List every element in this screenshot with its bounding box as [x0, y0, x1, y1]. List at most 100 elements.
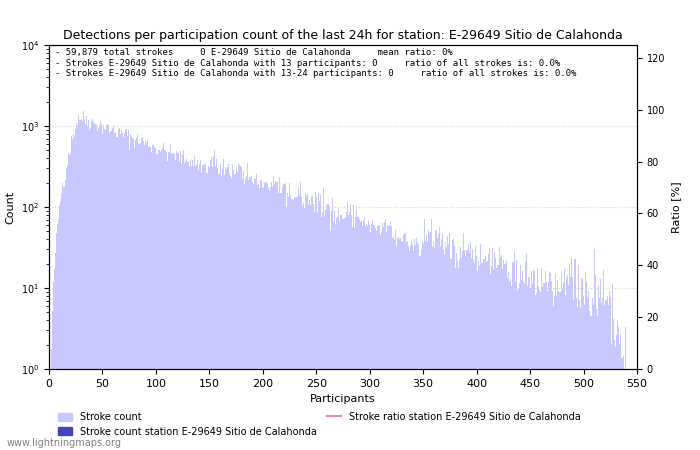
Bar — [72, 139, 73, 450]
Bar — [305, 193, 306, 450]
Bar — [223, 158, 224, 450]
Bar — [559, 292, 561, 450]
Bar — [234, 174, 236, 450]
Bar — [135, 140, 136, 450]
Bar — [598, 286, 599, 450]
Bar — [232, 164, 233, 450]
Bar — [472, 249, 473, 450]
Bar — [180, 151, 181, 450]
Bar — [312, 203, 314, 450]
Bar — [220, 176, 222, 450]
Bar — [55, 253, 56, 450]
Bar — [470, 243, 471, 450]
Bar — [601, 303, 602, 450]
Bar — [107, 124, 108, 450]
Bar — [60, 201, 62, 450]
Bar — [172, 153, 174, 450]
Bar — [503, 261, 504, 450]
Bar — [596, 309, 597, 450]
Bar — [474, 263, 475, 450]
Bar — [523, 281, 524, 450]
Bar — [94, 124, 95, 450]
Bar — [555, 274, 556, 450]
Bar — [320, 195, 321, 450]
Bar — [71, 136, 72, 450]
Bar — [148, 147, 149, 450]
Bar — [535, 295, 536, 450]
Y-axis label: Ratio [%]: Ratio [%] — [671, 181, 681, 233]
Bar — [103, 125, 104, 450]
Bar — [476, 256, 477, 450]
Bar — [543, 284, 545, 450]
Bar — [405, 242, 407, 450]
Bar — [569, 264, 570, 450]
Bar — [615, 346, 616, 450]
Legend: Stroke count, Stroke count station E-29649 Sitio de Calahonda, Stroke ratio stat: Stroke count, Stroke count station E-296… — [54, 408, 584, 441]
Bar — [471, 258, 472, 450]
Bar — [389, 221, 391, 450]
Bar — [152, 144, 153, 450]
Bar — [383, 227, 384, 450]
Bar — [514, 282, 516, 450]
Bar — [139, 144, 141, 450]
Bar — [457, 261, 458, 450]
Bar — [363, 221, 364, 450]
Bar — [132, 139, 133, 450]
Bar — [547, 282, 549, 450]
Bar — [362, 226, 363, 450]
Bar — [62, 183, 64, 450]
Bar — [226, 169, 227, 450]
Bar — [218, 174, 220, 450]
Bar — [365, 226, 366, 450]
Bar — [257, 184, 258, 450]
Bar — [267, 188, 269, 450]
Bar — [360, 220, 362, 450]
Bar — [377, 226, 378, 450]
Bar — [384, 222, 385, 450]
Bar — [93, 122, 95, 450]
Bar — [455, 268, 456, 450]
Bar — [66, 165, 68, 450]
Bar — [153, 145, 154, 450]
Bar — [274, 184, 275, 450]
Bar — [498, 247, 500, 450]
Bar — [70, 153, 71, 450]
Bar — [69, 155, 70, 450]
Bar — [198, 170, 200, 450]
Bar — [101, 124, 102, 450]
Bar — [326, 205, 328, 450]
Bar — [141, 138, 143, 450]
Bar — [397, 238, 398, 450]
Bar — [251, 182, 253, 450]
Bar — [604, 305, 606, 450]
Bar — [533, 270, 534, 450]
Bar — [519, 283, 520, 450]
Bar — [158, 150, 159, 450]
Bar — [534, 271, 535, 450]
Bar — [259, 188, 260, 450]
Bar — [444, 254, 445, 450]
Bar — [186, 159, 188, 450]
Bar — [342, 219, 344, 450]
Bar — [176, 151, 177, 450]
Bar — [475, 246, 476, 450]
Bar — [505, 264, 506, 450]
Bar — [435, 230, 437, 450]
Bar — [330, 211, 332, 450]
Bar — [530, 288, 531, 450]
Bar — [242, 179, 243, 450]
Bar — [229, 173, 230, 450]
Bar — [308, 204, 309, 450]
Bar — [85, 124, 86, 450]
Bar — [178, 153, 179, 450]
Bar — [522, 271, 523, 450]
Bar — [129, 150, 130, 450]
Bar — [520, 265, 521, 450]
Bar — [58, 219, 60, 450]
Bar — [115, 132, 116, 450]
Bar — [618, 327, 620, 450]
Bar — [528, 277, 530, 450]
Bar — [181, 164, 182, 450]
Bar — [302, 206, 303, 450]
Bar — [335, 225, 336, 450]
